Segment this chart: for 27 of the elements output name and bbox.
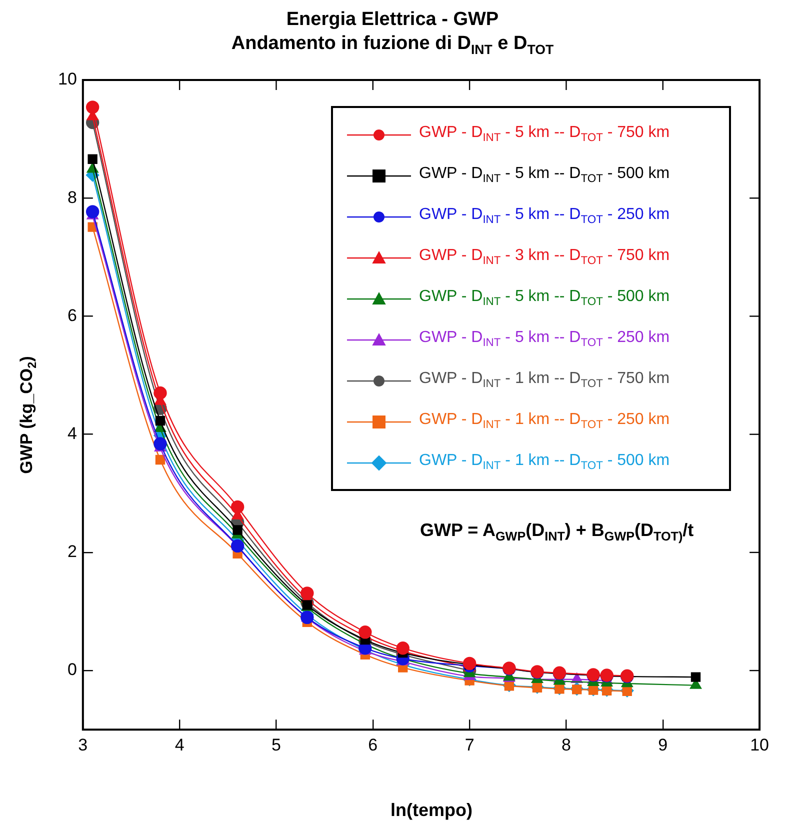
legend-label: GWP - D$_{INT}$ - 3 km -- D$_{TOT}$ - 750 km (419, 247, 670, 268)
x-tick-label: 3 (78, 735, 88, 754)
legend-label: GWP - D$_{INT}$ - 5 km -- D$_{TOT}$ - 750 km (419, 124, 670, 145)
x-axis-title: ln(tempo) (390, 800, 474, 821)
chart-title: Energia Elettrica - GWP (286, 9, 499, 30)
legend-label: GWP - D$_{INT}$ - 5 km -- D$_{TOT}$ - 250 km (419, 206, 670, 227)
text: GWP = A$_{GWP}$(D$_{INT}$) + B$_{GWP}$(D$_{TOT)}$/t (420, 520, 694, 544)
y-tick-label: 2 (67, 542, 77, 562)
legend-label: GWP - D$_{INT}$ - 5 km -- D$_{TOT}$ - 500 km (419, 288, 670, 309)
legend-label: GWP - D$_{INT}$ - 5 km -- D$_{TOT}$ - 250 km (419, 329, 670, 350)
y-tick-label: 4 (67, 424, 77, 444)
y-tick-label: 10 (58, 70, 77, 89)
y-tick-label: 0 (67, 660, 77, 680)
x-tick-label: 4 (174, 735, 184, 754)
chart-subtitle: Andamento in fuzione di D$_{INT}$ e D$_{TOT}$ (231, 33, 554, 57)
x-tick-label: 5 (272, 735, 281, 754)
legend-label: GWP - D$_{INT}$ - 1 km -- D$_{TOT}$ - 500 km (419, 452, 670, 473)
y-tick-label: 8 (67, 188, 77, 207)
x-tick-label: 6 (368, 735, 378, 754)
x-tick-label: 9 (658, 735, 668, 754)
y-tick-label: 6 (67, 306, 77, 325)
x-tick-label: 8 (561, 735, 571, 754)
x-tick-label: 10 (750, 735, 770, 754)
legend-label: GWP - D$_{INT}$ - 1 km -- D$_{TOT}$ - 250 km (419, 411, 670, 432)
x-tick-label: 7 (464, 735, 474, 754)
legend-label: GWP - D$_{INT}$ - 1 km -- D$_{TOT}$ - 750 km (419, 370, 670, 391)
legend-label: GWP - D$_{INT}$ - 5 km -- D$_{TOT}$ - 500 km (419, 165, 670, 186)
